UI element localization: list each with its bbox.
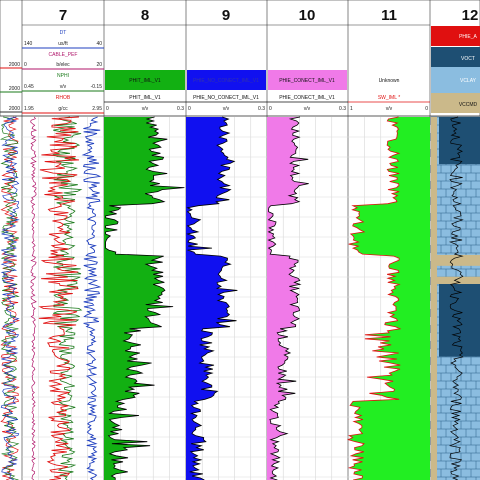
track-number-7: 7 bbox=[59, 7, 67, 24]
track-number-11: 11 bbox=[381, 7, 397, 24]
track11-header: Unknown SW_IML * 1 v/v 0 bbox=[348, 78, 430, 112]
phit-left: 0 bbox=[106, 106, 109, 112]
dt-unit: us/ft bbox=[58, 41, 68, 47]
phit-curve bbox=[105, 116, 185, 480]
rhob-unit: g/cc bbox=[58, 106, 68, 112]
phit-fill-legend bbox=[105, 70, 185, 90]
dt-right: 40 bbox=[96, 41, 102, 47]
pef-curve bbox=[29, 116, 37, 480]
sw-right: 0 bbox=[425, 106, 428, 112]
sw-curve-name: SW_IML * bbox=[378, 95, 400, 101]
phie-conect-fill-name: PHIE_CONECT_IML_V1 bbox=[279, 78, 335, 84]
phie-a-curve bbox=[448, 116, 464, 480]
pef-curve-name: CABLE_PEF bbox=[49, 52, 78, 58]
stub-curve-2 bbox=[0, 116, 20, 480]
phie-conect-right: 0.3 bbox=[339, 106, 346, 112]
phie-conect-fill bbox=[267, 117, 309, 480]
phit-right: 0.3 bbox=[177, 106, 184, 112]
pef-unit: b/elec bbox=[56, 62, 70, 68]
track10-header: PHIE_CONECT_IML_V1 PHIE_CONECT_IML_V1 0 … bbox=[267, 70, 348, 112]
nphi-unit: v/v bbox=[60, 84, 67, 90]
track7-header: DT 140 us/ft 40 CABLE_PEF 0 b/elec 20 NP… bbox=[22, 30, 104, 114]
sw-left: 1 bbox=[350, 106, 353, 112]
phie-a-fill-legend bbox=[431, 26, 480, 46]
stub-scale-2: 2000 bbox=[9, 86, 20, 92]
phie-conect-curve bbox=[267, 116, 309, 480]
track-number-12: 12 bbox=[462, 7, 479, 24]
stub-scale-3: 2000 bbox=[9, 106, 20, 112]
pef-right: 20 bbox=[96, 62, 102, 68]
track12-header: PHIE_A VOCT VCLAY VCCMD bbox=[431, 26, 480, 113]
phie-conect-curve-name: PHIE_CONECT_IML_V1 bbox=[279, 95, 335, 101]
rhob-curve-name: RHOB bbox=[56, 95, 71, 101]
phie-a-label: PHIE_A bbox=[459, 34, 477, 40]
phit-curve-name: PHIT_IML_V1 bbox=[129, 95, 161, 101]
track8-header: PHIT_IML_V1 PHIT_IML_V1 0 v/v 0.3 bbox=[104, 70, 186, 112]
phie-noconect-fill-name: PHIE_NO_CONECT_IML_V1 bbox=[193, 78, 259, 84]
phie-noconect-left: 0 bbox=[188, 106, 191, 112]
phit-unit: v/v bbox=[142, 106, 149, 112]
sw-fill bbox=[348, 117, 430, 480]
vccmd-label: VCCMD bbox=[459, 102, 478, 108]
nphi-right: -0.15 bbox=[91, 84, 103, 90]
phie-noconect-right: 0.3 bbox=[258, 106, 265, 112]
vclay-label: VCLAY bbox=[460, 78, 477, 84]
rhob-left: 1.95 bbox=[24, 106, 34, 112]
phie-conect-fill-legend bbox=[268, 70, 347, 90]
phie-conect-left: 0 bbox=[269, 106, 272, 112]
phie-conect-unit: v/v bbox=[304, 106, 311, 112]
header-frame bbox=[0, 0, 480, 117]
phie-noconect-curve-name: PHIE_NO_CONECT_IML_V1 bbox=[193, 95, 259, 101]
log-body bbox=[0, 116, 480, 480]
lith-edge bbox=[431, 117, 437, 480]
track-number-10: 10 bbox=[299, 7, 316, 24]
dt-left: 140 bbox=[24, 41, 33, 47]
phit-fill bbox=[104, 117, 185, 480]
sw-fill-name: Unknown bbox=[379, 78, 400, 84]
phie-noconect-fill bbox=[186, 117, 238, 480]
dt-curve-name: DT bbox=[60, 30, 67, 36]
phit-fill-name: PHIT_IML_V1 bbox=[129, 78, 161, 84]
sw-unit: v/v bbox=[386, 106, 393, 112]
nphi-curve bbox=[52, 116, 83, 480]
stub-curve-0 bbox=[0, 116, 21, 480]
track-number-9: 9 bbox=[222, 7, 230, 24]
track-number-8: 8 bbox=[141, 7, 149, 24]
pef-left: 0 bbox=[24, 62, 27, 68]
sw-curve bbox=[347, 116, 402, 480]
lith-clay-0 bbox=[431, 254, 480, 266]
phie-noconect-curve bbox=[186, 116, 238, 480]
nphi-left: 0.45 bbox=[24, 84, 34, 90]
phie-noconect-unit: v/v bbox=[223, 106, 230, 112]
phie-noconect-fill-legend bbox=[187, 70, 266, 90]
rhob-curve bbox=[38, 116, 80, 480]
track9-header: PHIE_NO_CONECT_IML_V1 PHIE_NO_CONECT_IML… bbox=[186, 70, 267, 112]
lith-clay-1 bbox=[431, 276, 480, 284]
dt-curve bbox=[81, 116, 102, 480]
lith-shale-1 bbox=[439, 283, 480, 357]
rhob-right: 2.95 bbox=[92, 106, 102, 112]
voct-label: VOCT bbox=[461, 56, 475, 62]
nphi-curve-name: NPHI bbox=[57, 73, 69, 79]
stub-scale-1: 2000 bbox=[9, 62, 20, 68]
